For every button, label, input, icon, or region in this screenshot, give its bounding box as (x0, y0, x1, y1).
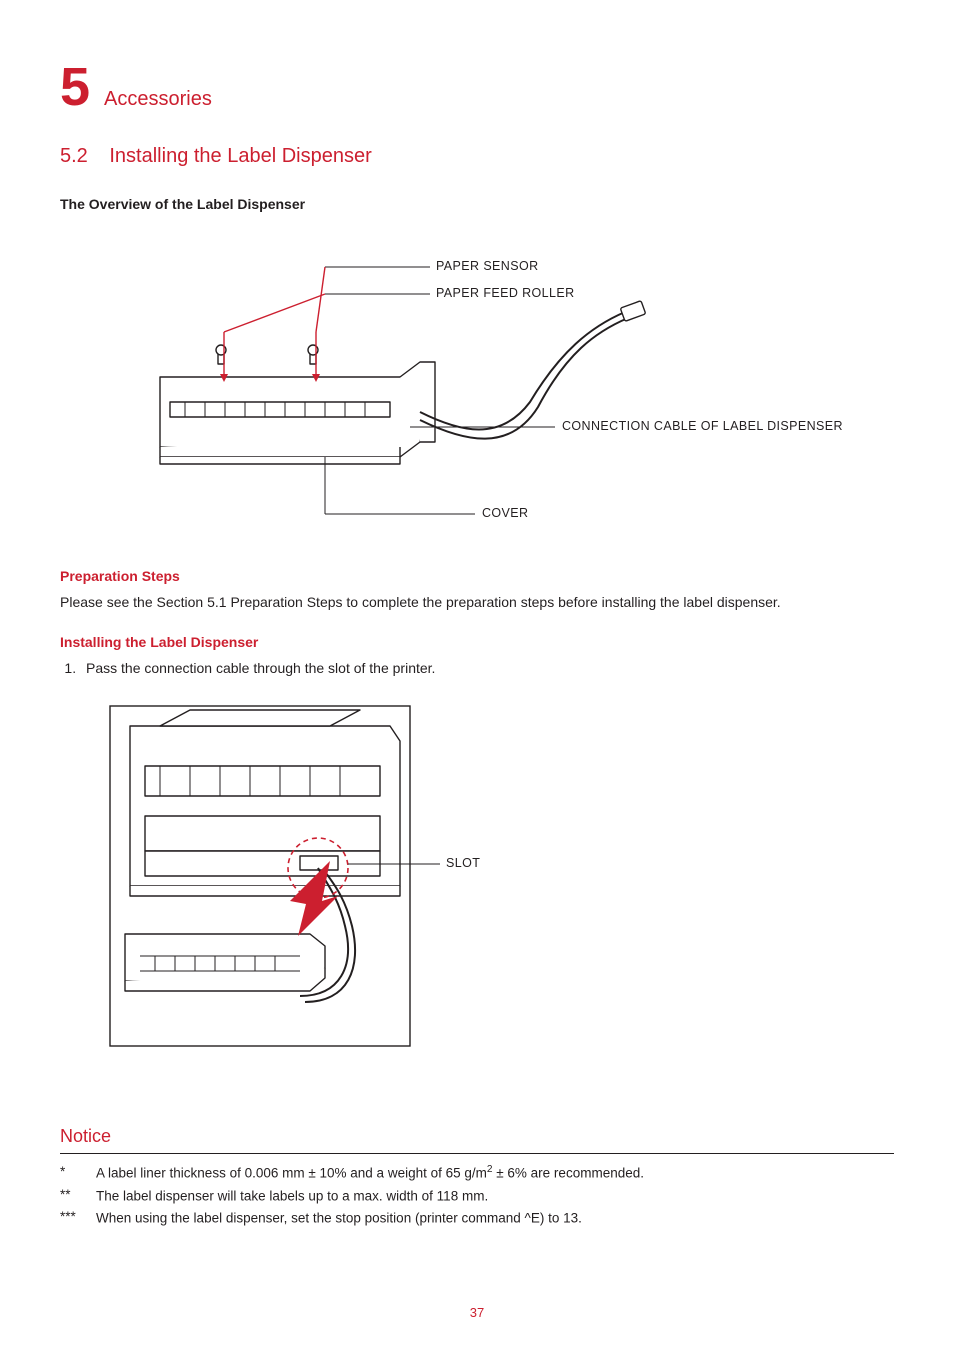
install-step-1: Pass the connection cable through the sl… (80, 660, 894, 676)
callout-slot: SLOT (446, 856, 480, 870)
callout-paper-sensor: PAPER SENSOR (436, 259, 539, 273)
notice-text: The label dispenser will take labels up … (96, 1187, 488, 1204)
notice-text-a: When using the label dispenser, set the … (96, 1211, 582, 1226)
overview-heading: The Overview of the Label Dispenser (60, 196, 894, 212)
section-number: 5.2 (60, 145, 88, 167)
notice-item: * A label liner thickness of 0.006 mm ± … (60, 1164, 894, 1181)
callout-connection-cable: CONNECTION CABLE OF LABEL DISPENSER (562, 419, 843, 433)
notice-asterisk: *** (60, 1209, 86, 1226)
section-heading: 5.2 Installing the Label Dispenser (60, 145, 894, 168)
notice-text-b: ± 6% are recommended. (493, 1166, 644, 1181)
page: 5 Accessories 5.2 Installing the Label D… (0, 0, 954, 1350)
prep-heading: Preparation Steps (60, 568, 894, 584)
prep-text: Please see the Section 5.1 Preparation S… (60, 594, 894, 610)
notice-text-a: The label dispenser will take labels up … (96, 1188, 488, 1203)
cable-slot-diagram (100, 696, 660, 1056)
notice-asterisk: ** (60, 1187, 86, 1204)
notice-text-a: A label liner thickness of 0.006 mm ± 10… (96, 1166, 487, 1181)
figure-cable-slot: SLOT (100, 696, 660, 1056)
section-title: Installing the Label Dispenser (109, 145, 371, 167)
notice-asterisk: * (60, 1164, 86, 1181)
install-heading: Installing the Label Dispenser (60, 634, 894, 650)
install-steps-list: Pass the connection cable through the sl… (60, 660, 894, 676)
callout-cover: COVER (482, 506, 528, 520)
notice-list: * A label liner thickness of 0.006 mm ± … (60, 1164, 894, 1226)
dispenser-overview-diagram (100, 232, 860, 542)
figure-dispenser-overview: PAPER SENSOR PAPER FEED ROLLER CONNECTIO… (100, 232, 860, 542)
notice-heading: Notice (60, 1126, 894, 1154)
chapter-header: 5 Accessories (60, 60, 894, 115)
chapter-number: 5 (60, 60, 90, 114)
chapter-title: Accessories (104, 89, 212, 115)
notice-text: When using the label dispenser, set the … (96, 1209, 582, 1226)
notice-item: ** The label dispenser will take labels … (60, 1187, 894, 1204)
notice-item: *** When using the label dispenser, set … (60, 1209, 894, 1226)
callout-paper-feed-roller: PAPER FEED ROLLER (436, 286, 575, 300)
page-number: 37 (0, 1305, 954, 1320)
notice-text: A label liner thickness of 0.006 mm ± 10… (96, 1164, 644, 1181)
